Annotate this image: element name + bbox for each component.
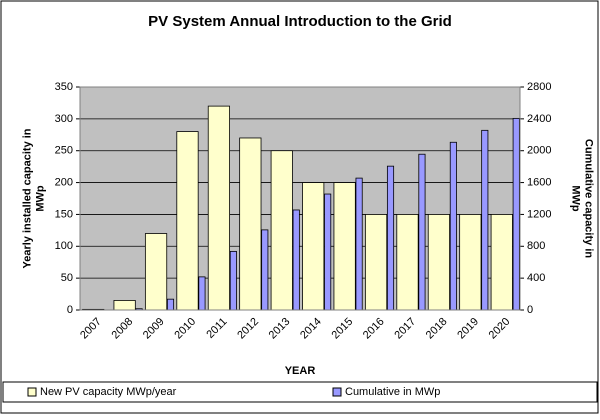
y-tick-label: 50: [61, 272, 73, 284]
bar: [114, 300, 135, 310]
legend-swatch: [28, 388, 36, 396]
y-tick-label: 200: [55, 176, 73, 188]
bar: [199, 277, 205, 310]
y-tick-label: 0: [67, 304, 73, 316]
bar: [177, 132, 198, 310]
bar: [460, 214, 481, 310]
bar: [334, 183, 355, 310]
bar: [450, 142, 456, 310]
bar: [419, 154, 425, 310]
bar: [240, 138, 261, 310]
y-tick-label: 150: [55, 208, 73, 220]
y2-tick-label: 1200: [527, 208, 551, 220]
y2-tick-label: 800: [527, 240, 545, 252]
bar: [491, 214, 512, 310]
x-axis-label: YEAR: [285, 365, 316, 377]
y2-tick-label: 2400: [527, 113, 551, 125]
bar: [513, 118, 519, 310]
bar: [230, 251, 236, 310]
legend-label: New PV capacity MWp/year: [40, 386, 177, 398]
y-tick-label: 250: [55, 145, 73, 157]
y2-tick-label: 1600: [527, 176, 551, 188]
bar: [482, 130, 488, 310]
y-tick-label: 350: [55, 81, 73, 93]
bar: [356, 178, 362, 310]
y-tick-label: 300: [55, 113, 73, 125]
bar: [262, 230, 268, 310]
bar: [387, 166, 393, 310]
bar: [271, 151, 292, 310]
y2-tick-label: 400: [527, 272, 545, 284]
bar: [167, 299, 173, 310]
bar: [208, 106, 229, 310]
bar: [145, 234, 166, 310]
legend-swatch: [333, 388, 341, 396]
bar: [428, 214, 449, 310]
y2-tick-label: 2800: [527, 81, 551, 93]
bar: [325, 194, 331, 310]
y2-tick-label: 2000: [527, 145, 551, 157]
legend-label: Cumulative in MWp: [345, 386, 440, 398]
bar: [303, 183, 324, 310]
y-tick-label: 100: [55, 240, 73, 252]
y2-tick-label: 0: [527, 304, 533, 316]
bar: [365, 214, 386, 310]
chart-title: PV System Annual Introduction to the Gri…: [148, 13, 452, 30]
bar: [397, 214, 418, 310]
bar: [293, 210, 299, 310]
